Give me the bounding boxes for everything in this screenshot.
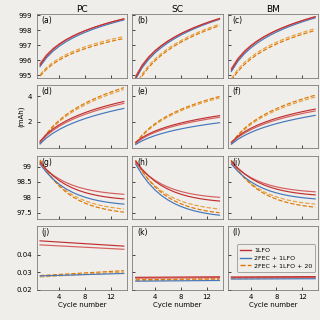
Y-axis label: (mAh): (mAh)	[18, 106, 25, 127]
Text: (f): (f)	[233, 87, 241, 96]
Title: SC: SC	[172, 4, 184, 14]
X-axis label: Cycle number: Cycle number	[153, 302, 202, 308]
Text: (d): (d)	[41, 87, 52, 96]
Text: (a): (a)	[41, 16, 52, 25]
Text: (j): (j)	[41, 228, 50, 237]
Title: BM: BM	[266, 4, 280, 14]
X-axis label: Cycle number: Cycle number	[58, 302, 106, 308]
Text: (e): (e)	[137, 87, 148, 96]
Text: (k): (k)	[137, 228, 148, 237]
Text: (c): (c)	[233, 16, 243, 25]
Title: PC: PC	[76, 4, 88, 14]
Text: (b): (b)	[137, 16, 148, 25]
Text: (l): (l)	[233, 228, 241, 237]
Text: (i): (i)	[233, 158, 241, 167]
Text: (h): (h)	[137, 158, 148, 167]
Legend: 1LFO, 2FEC + 1LFO, 2FEC + 1LFO + 20: 1LFO, 2FEC + 1LFO, 2FEC + 1LFO + 20	[237, 244, 315, 272]
Text: (g): (g)	[41, 158, 52, 167]
X-axis label: Cycle number: Cycle number	[249, 302, 298, 308]
